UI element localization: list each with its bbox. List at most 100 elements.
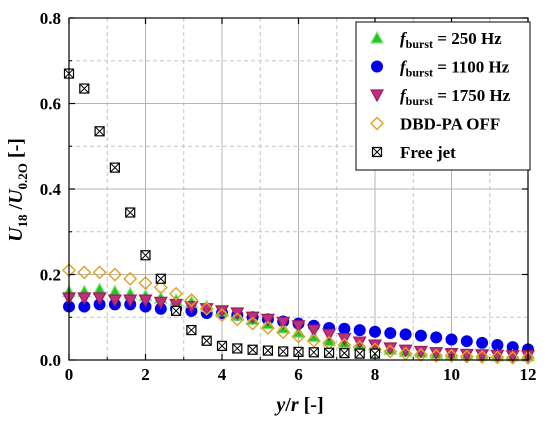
data-point [123,294,138,308]
data-point [247,344,258,355]
data-point [77,265,92,280]
data-point [92,292,107,306]
data-point [94,126,105,137]
x-tick-label: 4 [218,365,227,384]
data-point [475,350,490,364]
legend-label: fburst = 250 Hz [400,29,502,51]
data-point [262,345,273,356]
data-point [414,329,427,342]
data-point [216,340,228,351]
data-point [201,335,212,346]
x-tick-label: 0 [65,365,74,384]
data-point [460,335,473,348]
legend-label: DBD-PA OFF [400,115,500,134]
data-points [61,68,536,365]
data-point [521,350,535,365]
data-point [354,348,365,359]
data-point [384,327,397,340]
data-point [291,320,306,334]
data-point [505,350,520,363]
data-point [155,273,166,284]
data-point [490,349,505,363]
data-point [199,301,214,316]
data-point [186,324,197,336]
data-point [125,207,136,218]
data-point [123,271,138,286]
data-point [322,328,337,342]
data-point [490,350,505,365]
data-point [306,324,321,338]
data-point [308,347,319,358]
data-point [107,267,122,282]
data-point [171,305,182,316]
x-tick-label: 8 [371,365,380,384]
y-tick-label: 0.6 [40,95,61,114]
data-point [245,316,260,331]
legend-marker [371,60,383,73]
series-4 [62,263,535,365]
data-point [369,348,381,359]
y-tick-label: 0.4 [40,180,62,199]
x-tick-label: 10 [443,365,460,384]
y-tick-label: 0.8 [40,9,61,28]
data-point [215,308,229,323]
data-point [369,325,381,338]
data-point [306,333,321,348]
data-point [138,276,153,291]
data-point [138,294,153,308]
y-tick-label: 0.0 [40,351,61,370]
data-point [232,343,243,354]
data-point [153,296,168,310]
data-point [430,331,443,344]
data-point [140,250,151,261]
data-point [475,349,490,363]
data-point [445,333,458,346]
data-point [399,328,412,341]
data-point [353,324,366,337]
data-point [109,162,121,173]
data-point [276,316,291,330]
legend-label: fburst = 1100 Hz [400,58,510,80]
data-point [505,350,520,365]
data-point [291,329,306,344]
data-point [276,325,291,340]
legend: fburst = 250 Hz fburst = 1100 Hz fburst = … [355,21,531,171]
legend-marker [371,146,383,158]
legend-label: Free jet [400,143,456,162]
data-point [476,336,489,349]
data-point [338,322,351,335]
data-point [459,349,474,364]
data-point [260,320,275,335]
data-point [92,265,107,280]
data-point [153,280,168,295]
series-5 [63,68,381,359]
data-point [77,292,92,306]
data-point [230,312,245,327]
y-axis-label: U18 /U0.2O [-] [5,138,30,242]
data-point [260,313,275,327]
legend-marker [370,116,384,131]
data-point [383,344,398,359]
x-axis-label: y/r [-] [274,394,323,416]
data-point [324,347,335,358]
x-tick-label: 6 [294,365,303,384]
data-point [429,348,444,363]
y-tick-label: 0.2 [40,266,61,285]
data-point [413,347,428,362]
data-point [352,336,367,350]
data-point [107,294,122,308]
axis-ticks: 0 2 4 6 8 10 12 0.0 0.2 0.4 0.6 0.8 [40,9,537,384]
x-tick-label: 12 [520,365,537,384]
legend-marker [369,89,385,103]
data-point [339,348,350,359]
data-point [184,293,199,308]
data-point [79,83,90,94]
data-point [444,348,459,363]
legend-label: fburst = 1750 Hz [400,86,511,108]
data-point [278,346,289,357]
x-tick-label: 2 [141,365,150,384]
data-point [459,348,474,362]
data-point [169,286,184,301]
legend-marker [369,30,385,44]
